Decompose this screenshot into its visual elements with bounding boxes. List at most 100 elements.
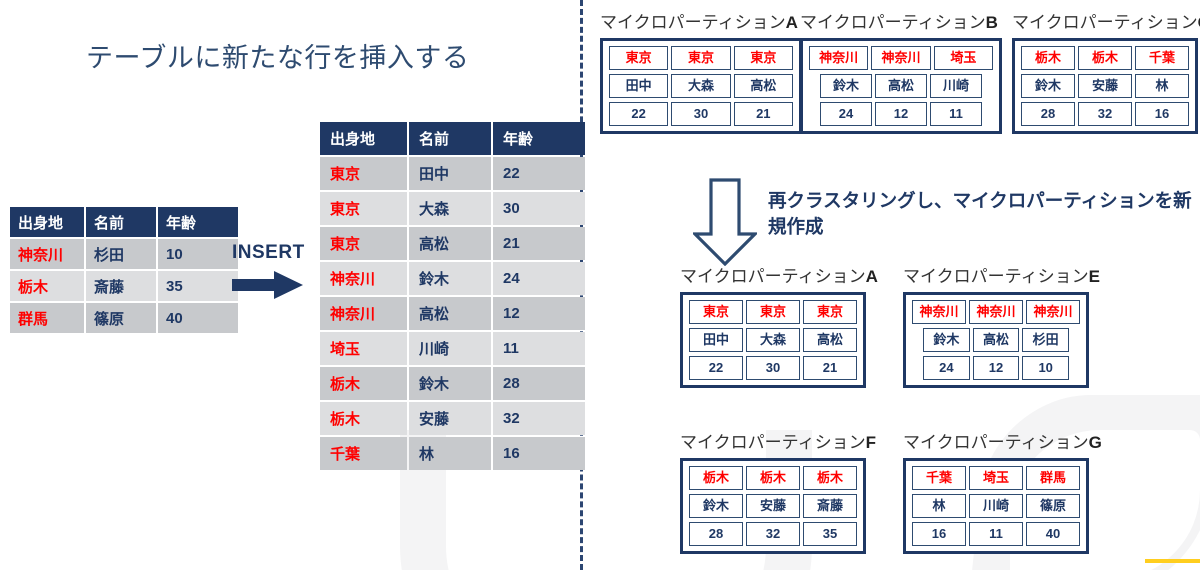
table-row: 神奈川 高松 12 (320, 297, 585, 330)
micro-partition-label-prefix: マイクロパーティション (680, 267, 866, 286)
column-header: 名前 (409, 122, 491, 155)
cell-name: 川崎 (969, 494, 1023, 518)
table-row: 群馬 篠原 40 (10, 303, 238, 333)
cell-name: 高松 (875, 74, 927, 98)
micro-partition-label-suffix: F (865, 433, 877, 452)
cell-age: 10 (1022, 356, 1070, 380)
cell-name: 林 (1135, 74, 1189, 98)
cell-age: 11 (493, 332, 585, 365)
micro-partition-g-bottom: マイクロパーティションG 千葉 埼玉 群馬林川崎 篠原 16 11 40 (903, 428, 1102, 554)
table-row: 千葉林 16 (320, 437, 585, 470)
cell-age: 40 (158, 303, 238, 333)
table-header-row: 出身地 名前 年齢 (10, 207, 238, 237)
cell-age: 16 (493, 437, 585, 470)
cell-name: 大森 (409, 192, 491, 225)
cell-age: 16 (1135, 102, 1189, 126)
cell-prefecture: 神奈川 (1026, 300, 1080, 324)
micro-partition-label-suffix: G (1088, 433, 1102, 452)
cell-prefecture: 栃木 (10, 271, 84, 301)
cell-prefecture: 神奈川 (969, 300, 1023, 324)
micro-partition-row: 東京 東京 東京 (609, 46, 793, 70)
cell-age: 40 (1026, 522, 1080, 546)
cell-age: 35 (158, 271, 238, 301)
cell-prefecture: 栃木 (1078, 46, 1132, 70)
cell-name: 鈴木 (923, 328, 970, 352)
cell-name: 杉田 (86, 239, 156, 269)
cell-prefecture: 神奈川 (320, 262, 407, 295)
cell-age: 22 (609, 102, 669, 126)
cell-age: 28 (493, 367, 585, 400)
table-row: 神奈川 鈴木 24 (320, 262, 585, 295)
cell-name: 林 (912, 494, 966, 518)
column-header: 出身地 (10, 207, 84, 237)
table-header-row: 出身地 名前 年齢 (320, 122, 585, 155)
micro-partition-a-top: マイクロパーティションA 東京 東京 東京 田中 大森 高松 22 30 21 (600, 8, 802, 134)
cell-name: 安藤 (746, 494, 800, 518)
micro-partition-row: 鈴木 高松 杉田 (912, 328, 1080, 352)
micro-partition-row: 田中 大森 高松 (609, 74, 793, 98)
cell-age: 22 (493, 157, 585, 190)
micro-partition-row: 28 32 35 (689, 522, 857, 546)
cell-name: 田中 (609, 74, 669, 98)
micro-partition-row: 24 12 11 (809, 102, 993, 126)
micro-partition-label-suffix: B (985, 13, 998, 32)
cell-age: 22 (689, 356, 743, 380)
cell-age: 32 (493, 402, 585, 435)
cell-prefecture: 栃木 (320, 367, 407, 400)
cell-prefecture: 千葉 (320, 437, 407, 470)
table-row: 栃木 安藤 32 (320, 402, 585, 435)
micro-partition-label-suffix: A (785, 13, 798, 32)
micro-partition-box: 神奈川 神奈川 神奈川 鈴木 高松 杉田 24 12 10 (903, 292, 1089, 388)
table-row: 栃木 斎藤 35 (10, 271, 238, 301)
micro-partition-row: 田中 大森 高松 (689, 328, 857, 352)
cell-prefecture: 東京 (320, 227, 407, 260)
cell-name: 鈴木 (689, 494, 743, 518)
cell-age: 30 (746, 356, 800, 380)
cell-age: 12 (875, 102, 927, 126)
cell-age: 30 (493, 192, 585, 225)
micro-partition-label: マイクロパーティションC (1012, 8, 1200, 33)
micro-partition-row: 千葉 埼玉 群馬 (912, 466, 1080, 490)
micro-partition-box: 栃木 栃木 栃木 鈴木 安藤 斎藤 28 32 35 (680, 458, 866, 554)
cell-age: 11 (969, 522, 1023, 546)
cell-age: 24 (493, 262, 585, 295)
micro-partition-row: 鈴木 高松 川崎 (809, 74, 993, 98)
micro-partition-label: マイクロパーティションG (903, 428, 1102, 453)
cell-prefecture: 栃木 (689, 466, 743, 490)
micro-partition-row: 栃木 栃木 栃木 (689, 466, 857, 490)
micro-partition-box: 神奈川 神奈川 埼玉 鈴木 高松 川崎 24 12 11 (800, 38, 1002, 134)
cell-name: 篠原 (86, 303, 156, 333)
cell-prefecture: 神奈川 (912, 300, 966, 324)
micro-partition-label: マイクロパーティションE (903, 262, 1100, 287)
cell-name: 斎藤 (86, 271, 156, 301)
micro-partition-row: 神奈川 神奈川 埼玉 (809, 46, 993, 70)
micro-partition-label: マイクロパーティションF (680, 428, 876, 453)
cell-prefecture: 神奈川 (871, 46, 931, 70)
cell-age: 10 (158, 239, 238, 269)
cell-age: 16 (912, 522, 966, 546)
cell-name: 高松 (972, 328, 1020, 352)
cell-prefecture: 栃木 (1021, 46, 1075, 70)
micro-partition-f-bottom: マイクロパーティションF 栃木 栃木 栃木 鈴木 安藤 斎藤 28 32 35 (680, 428, 876, 554)
micro-partition-label: マイクロパーティションB (800, 8, 1002, 33)
table-row: 埼玉 川崎 11 (320, 332, 585, 365)
cell-age: 32 (1078, 102, 1132, 126)
cell-name: 鈴木 (820, 74, 872, 98)
cell-prefecture: 東京 (746, 300, 800, 324)
micro-partition-row: 林川崎 篠原 (912, 494, 1080, 518)
result-table: 出身地 名前 年齢 東京 田中 22 東京 大森 30 東京 高松 21 神奈川 鈴木 24 神奈川 高松 12… (318, 120, 587, 472)
micro-partition-row: 16 11 40 (912, 522, 1080, 546)
micro-partition-a-bottom: マイクロパーティションA 東京 東京 東京 田中 大森 高松 22 30 21 (680, 262, 878, 388)
cell-age: 24 (923, 356, 970, 380)
source-table: 出身地 名前 年齢 神奈川 杉田 10 栃木 斎藤 35 群馬 篠原 40 (8, 205, 240, 335)
reclustering-down-arrow-icon (693, 178, 757, 266)
accent-bar (1145, 559, 1200, 563)
cell-prefecture: 埼玉 (320, 332, 407, 365)
column-header: 年齢 (493, 122, 585, 155)
micro-partition-b-top: マイクロパーティションB 神奈川 神奈川 埼玉 鈴木 高松 川崎 24 12 11 (800, 8, 1002, 134)
cell-prefecture: 群馬 (1026, 466, 1080, 490)
cell-name: 川崎 (409, 332, 491, 365)
column-header: 出身地 (320, 122, 407, 155)
micro-partition-label-suffix: A (865, 267, 878, 286)
